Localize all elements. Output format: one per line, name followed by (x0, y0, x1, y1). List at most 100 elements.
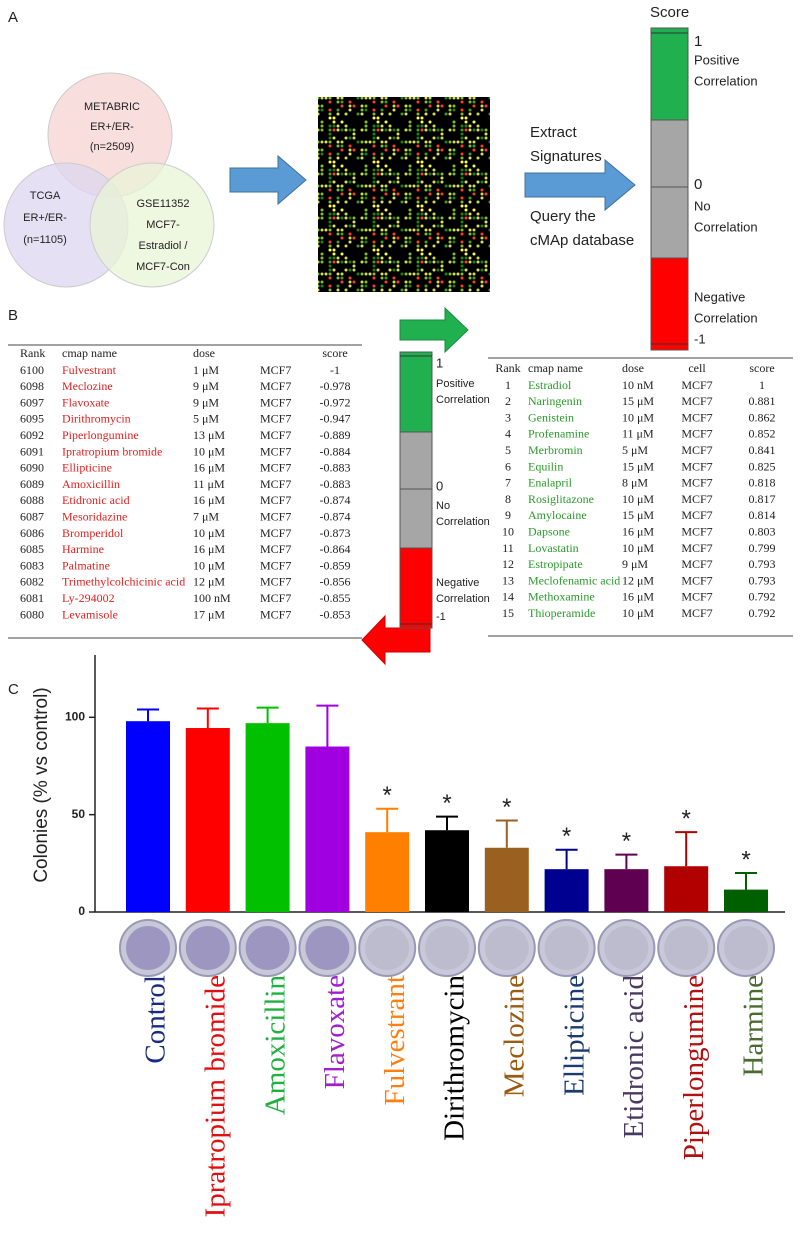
table-cell: 14 (502, 590, 514, 604)
venn-label: TCGA (30, 190, 61, 202)
table-cell: 6082 (20, 575, 44, 589)
table-cell: 11 μM (622, 427, 654, 441)
table-cell: 6085 (20, 542, 44, 556)
table-cell: Genistein (528, 410, 574, 424)
table-cell: 13 (502, 573, 514, 587)
table-cell: 16 μM (622, 524, 654, 538)
table-cell: MCF7 (260, 526, 291, 540)
venn-label: GSE11352 (136, 198, 189, 210)
table-cell: 15 μM (622, 459, 654, 473)
y-tick-label: 0 (78, 904, 85, 918)
table-cell: MCF7 (681, 606, 712, 620)
step-label: Signatures (530, 148, 602, 165)
table-cell: Profenamine (528, 427, 589, 441)
table-cell: MCF7 (260, 509, 291, 523)
venn-label: (n=1105) (23, 234, 67, 246)
table-cell: Methoxamine (528, 590, 595, 604)
table-cell: Estropipate (528, 557, 583, 571)
table-cell: 6086 (20, 526, 44, 540)
table-cell: 0.792 (749, 590, 776, 604)
table-cell: MCF7 (681, 427, 712, 441)
table-header: Rank (495, 361, 520, 375)
table-cell: 6089 (20, 477, 44, 491)
table-cell: 0.793 (749, 573, 776, 587)
x-tick-label: Flavoxate (319, 975, 351, 1089)
score-value: 0 (694, 176, 702, 193)
table-cell: Ly-294002 (62, 591, 115, 605)
significance: * (442, 790, 451, 817)
significance: * (741, 846, 750, 873)
bar (245, 723, 290, 912)
table-cell: 6081 (20, 591, 44, 605)
venn-circle (89, 162, 215, 288)
significance: * (622, 828, 631, 855)
table-cell: 16 μM (193, 461, 225, 475)
table-cell: 0.799 (749, 541, 776, 555)
table-cell: MCF7 (260, 444, 291, 458)
table-cell: -0.855 (320, 591, 351, 605)
table-cell: -0.856 (320, 575, 351, 589)
error-bar (675, 831, 698, 867)
table-cell: MCF7 (681, 476, 712, 490)
table-cell: 13 μM (193, 428, 225, 442)
table-header: dose (622, 361, 644, 375)
table-cell: MCF7 (681, 541, 712, 555)
table-cell: Lovastatin (528, 541, 579, 555)
score-value: 0 (436, 478, 443, 493)
significance: * (502, 794, 511, 821)
bar (425, 830, 469, 912)
error-bar (316, 704, 339, 747)
table-cell: -0.874 (320, 509, 351, 523)
table-cell: -0.883 (320, 461, 351, 475)
table-cell: 11 μM (193, 477, 225, 491)
table-cell: 7 μM (193, 509, 219, 523)
table-cell: 16 μM (622, 590, 654, 604)
table-cell: 1 (505, 378, 511, 392)
colony-dish-inner (664, 926, 709, 970)
table-cell: Enalapril (528, 476, 573, 490)
venn-label: ER+/ER- (23, 212, 67, 224)
error-bar (256, 706, 279, 724)
score-label: Correlation (436, 593, 490, 605)
table-cell: -0.972 (320, 395, 351, 409)
table-cell: Naringenin (528, 394, 582, 408)
table-cell: 2 (505, 394, 511, 408)
error-bar (735, 872, 757, 890)
score-negative (399, 547, 433, 629)
score-label: No (436, 500, 450, 512)
x-tick-label: Amoxicillin (259, 975, 291, 1116)
bar (724, 889, 768, 912)
error-bar (615, 853, 638, 870)
table-cell: Thioperamide (528, 606, 595, 620)
x-tick-label: Fulvestrant (379, 975, 411, 1106)
error-bar (555, 848, 578, 870)
significance: * (383, 782, 392, 809)
table-cell: 9 μM (193, 395, 219, 409)
table-header: score (322, 346, 347, 360)
venn-label: METABRIC (84, 101, 140, 113)
table-cell: Piperlongumine (62, 428, 139, 442)
table-cell: -0.853 (320, 607, 351, 621)
table-cell: MCF7 (260, 379, 291, 393)
table-cell: Meclofenamic acid (528, 573, 620, 587)
bar (484, 847, 529, 912)
table-cell: 6088 (20, 493, 44, 507)
table-cell: -0.873 (320, 526, 351, 540)
table-cell: Dirithromycin (62, 412, 131, 426)
microarray-spots (318, 97, 490, 292)
table-cell: Flavoxate (62, 395, 109, 409)
bar (544, 869, 589, 912)
x-tick-label: Piperlongumine (678, 975, 710, 1160)
colony-dish-inner (724, 926, 768, 970)
table-header: cmap name (62, 346, 117, 360)
table-cell: 6091 (20, 444, 44, 458)
table-header: cmap name (528, 361, 583, 375)
venn-label: ER+/ER- (90, 121, 134, 133)
bar (604, 869, 649, 912)
table-cell: 9 (505, 508, 511, 522)
table-cell: MCF7 (260, 395, 291, 409)
table-cell: 4 (505, 427, 511, 441)
table-header: Rank (20, 346, 45, 360)
